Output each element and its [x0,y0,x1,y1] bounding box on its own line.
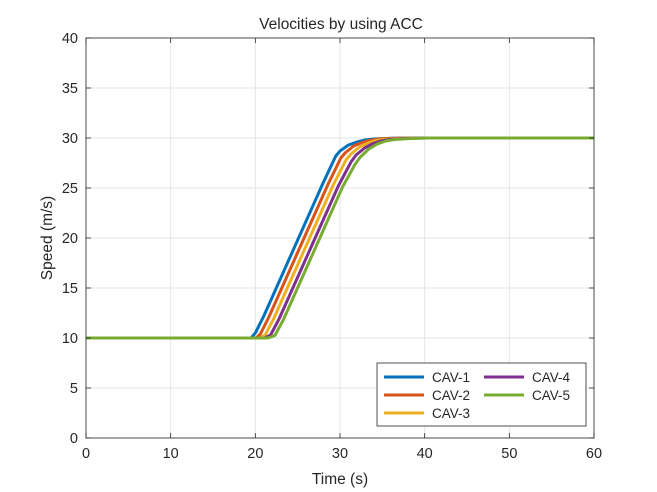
y-tick-label: 5 [70,381,78,397]
legend-label: CAV-3 [432,406,470,421]
x-tick-label: 20 [247,446,263,462]
y-tick-label: 0 [70,431,78,447]
y-tick-label: 25 [62,181,78,197]
x-tick-label: 10 [163,446,179,462]
legend-label: CAV-4 [532,370,571,385]
x-tick-label: 50 [501,446,517,462]
legend-label: CAV-2 [432,388,470,403]
x-axis-label: Time (s) [312,471,368,488]
chart-title: Velocities by using ACC [259,16,423,33]
y-axis-label: Speed (m/s) [39,196,56,280]
legend: CAV-1 CAV-2 CAV-3 CAV-4 CAV-5 [376,362,587,427]
y-tick-label: 40 [62,31,78,47]
legend-label: CAV-5 [532,388,570,403]
axis-ticks: 0 10 20 30 40 50 60 0 5 10 15 20 25 30 35 40 [62,31,602,462]
x-tick-label: 40 [417,446,433,462]
x-tick-label: 30 [332,446,348,462]
y-tick-label: 30 [62,131,78,147]
x-tick-label: 0 [82,446,90,462]
y-tick-label: 10 [62,331,78,347]
x-tick-label: 60 [586,446,602,462]
y-tick-label: 35 [62,81,78,97]
series-layer [86,136,594,340]
series-line-cav-5 [86,136,594,340]
y-tick-label: 20 [62,231,78,247]
y-tick-label: 15 [62,281,78,297]
legend-label: CAV-1 [432,370,470,385]
